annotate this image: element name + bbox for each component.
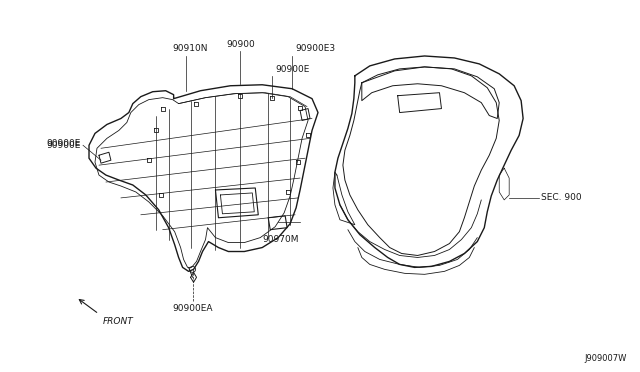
Text: 90900E: 90900E: [47, 139, 81, 148]
Text: 90910N: 90910N: [173, 44, 208, 53]
Text: 90900EA: 90900EA: [172, 304, 213, 313]
Text: FRONT: FRONT: [103, 317, 134, 326]
Text: 90900E: 90900E: [275, 65, 310, 74]
Text: 90900E3: 90900E3: [295, 44, 335, 53]
Text: 90900: 90900: [226, 40, 255, 49]
Text: SEC. 900: SEC. 900: [541, 193, 582, 202]
Text: 90970M: 90970M: [262, 235, 299, 244]
Text: J909007W: J909007W: [584, 354, 627, 363]
Text: 90900E: 90900E: [47, 141, 81, 150]
